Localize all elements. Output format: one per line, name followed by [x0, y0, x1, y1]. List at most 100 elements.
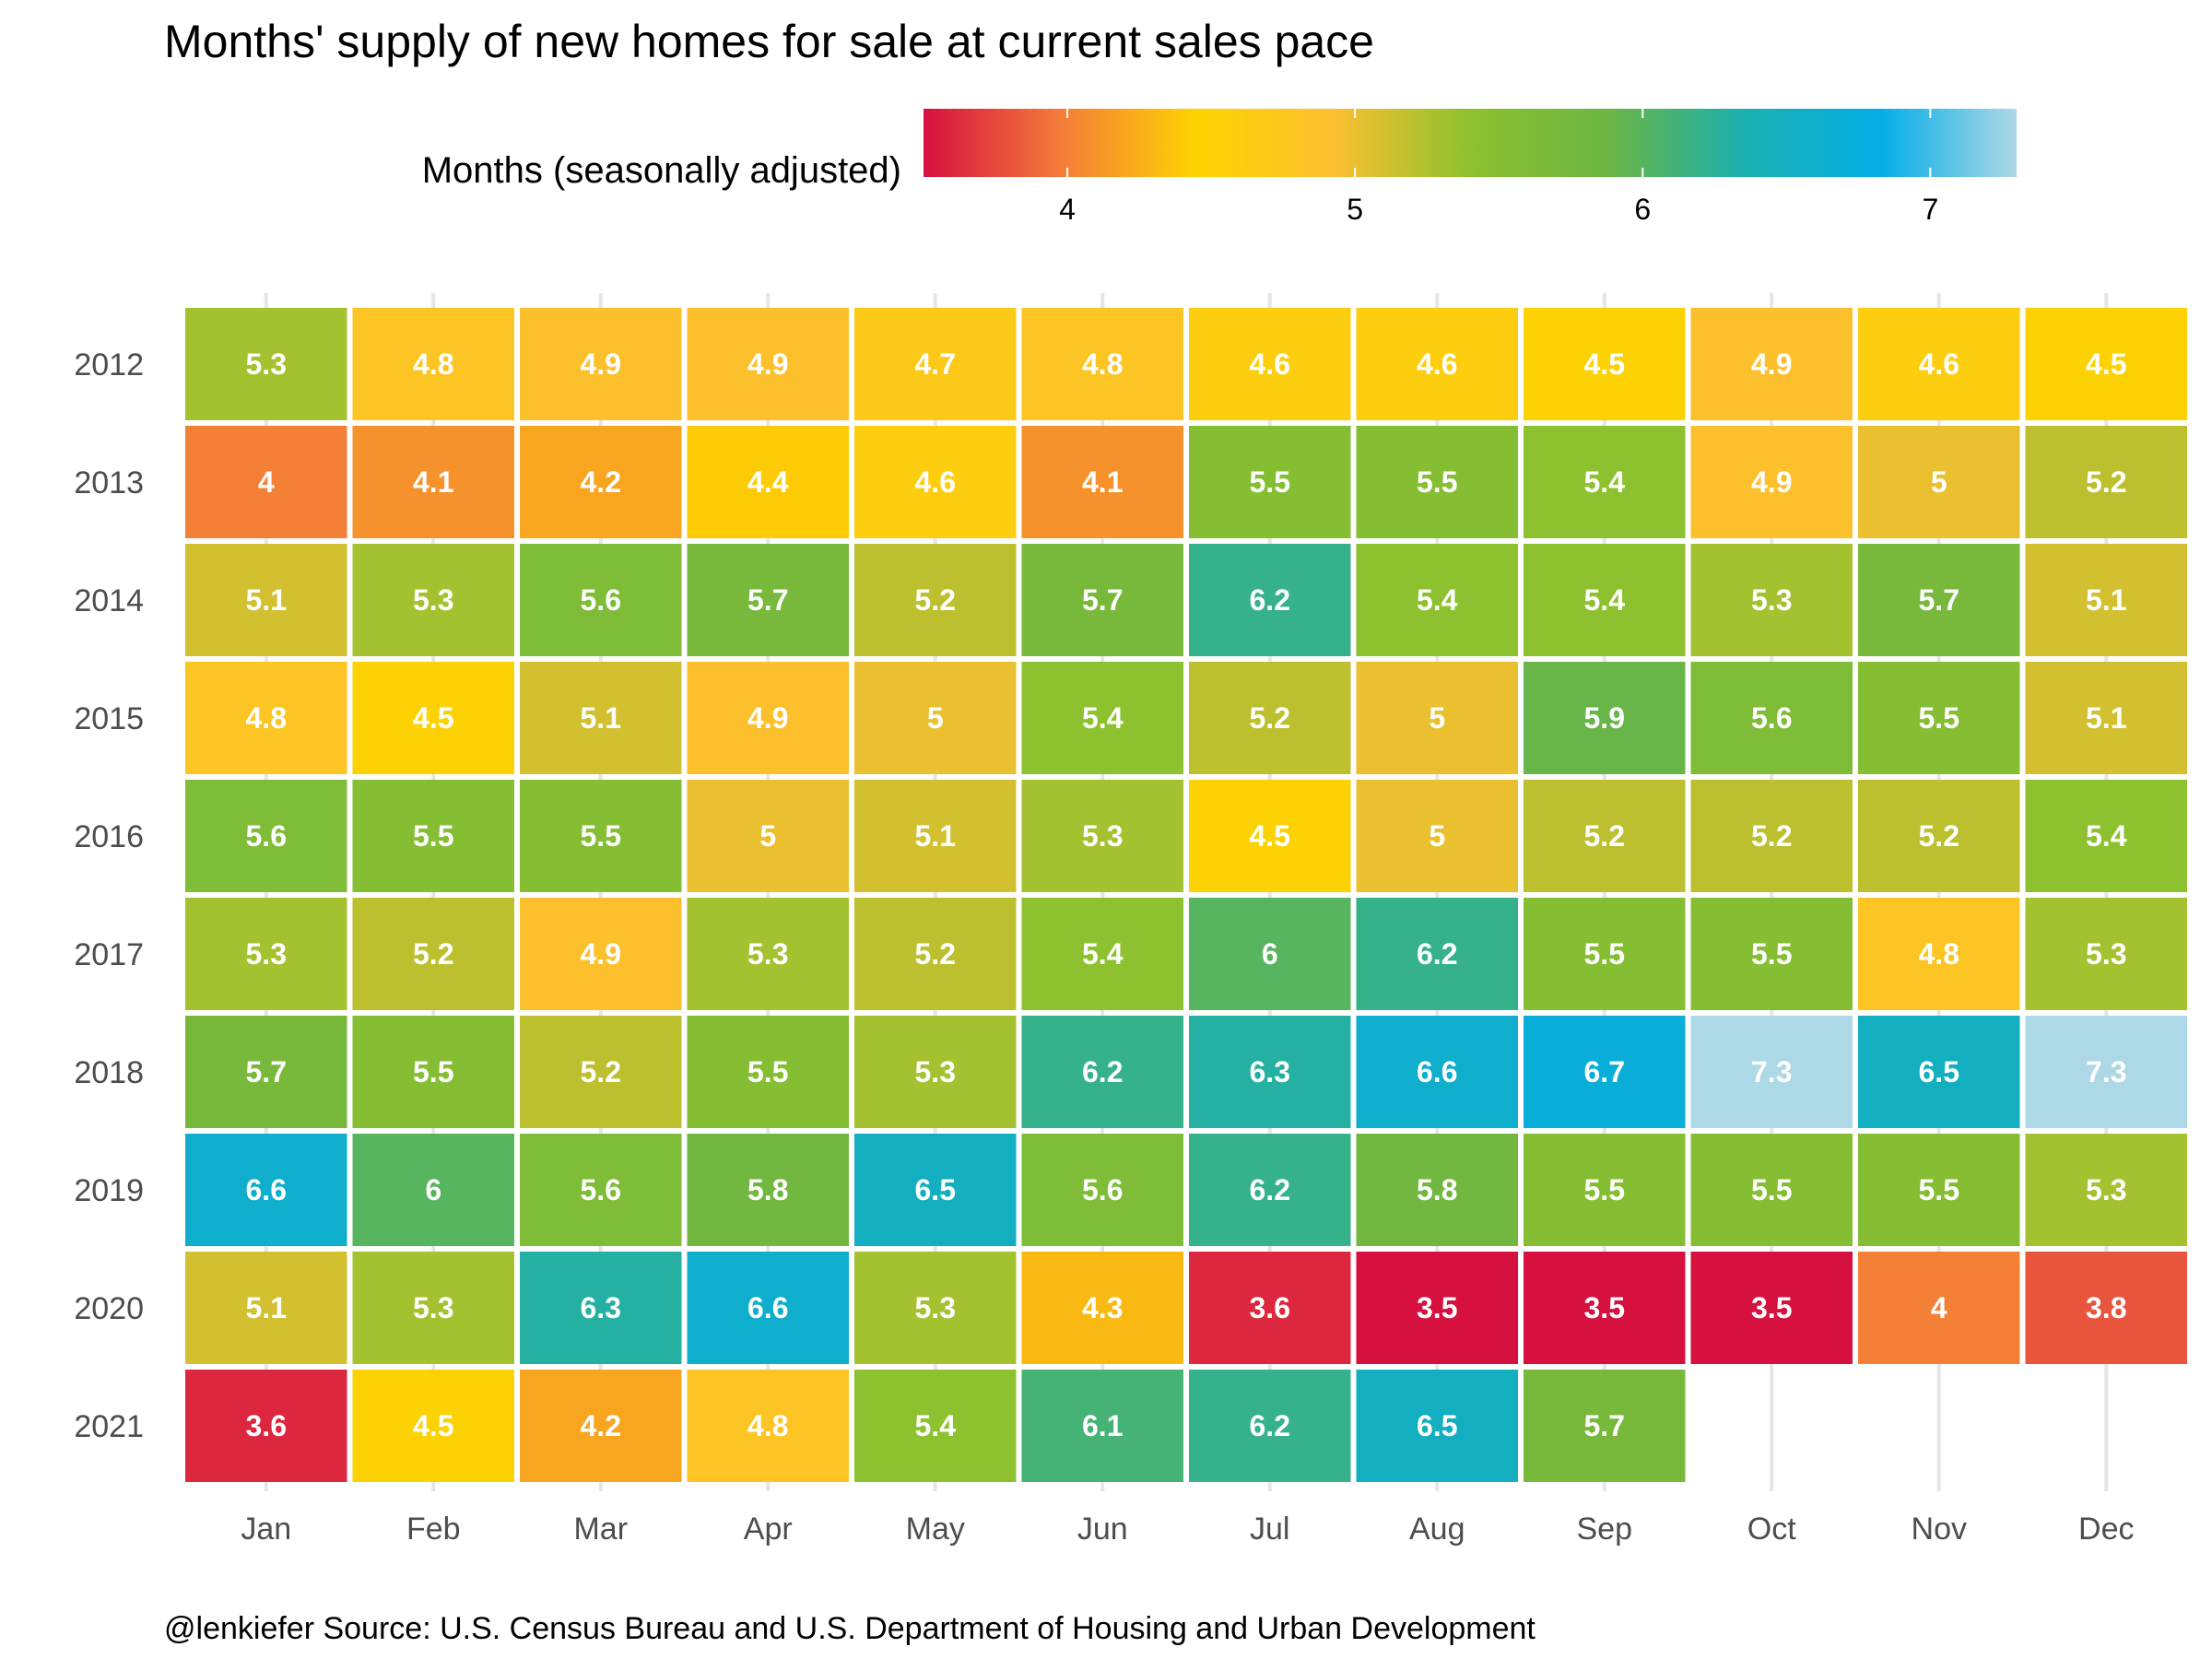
heatmap-cell	[1524, 426, 1686, 538]
cell-value-label: 6.5	[1417, 1409, 1457, 1442]
heatmap-cell	[185, 662, 347, 774]
cell-value-label: 5.2	[581, 1055, 621, 1088]
cell-value-label: 6.6	[1417, 1055, 1457, 1088]
heatmap-cell	[1524, 1252, 1686, 1364]
x-tick-label: Feb	[406, 1512, 461, 1547]
cell-value-label: 5.3	[915, 1291, 956, 1324]
cell-value-label: 4.5	[1584, 347, 1625, 381]
cell-value-label: 5.5	[1751, 1173, 1792, 1206]
cell-value-label: 5.3	[413, 583, 453, 617]
heatmap-cell	[1189, 780, 1351, 892]
heatmap-cell	[520, 1252, 682, 1364]
cell-value-label: 5.6	[1082, 1173, 1123, 1206]
legend-tick-label: 5	[1347, 193, 1363, 226]
cell-value-label: 5.2	[1919, 819, 1959, 853]
cell-value-label: 5.2	[915, 583, 956, 617]
heatmap-cell	[1858, 1134, 2020, 1246]
cell-value-label: 6.2	[1250, 1409, 1290, 1442]
heatmap-cell	[1021, 426, 1183, 538]
heatmap-cell	[2025, 662, 2187, 774]
cell-value-label: 5.4	[1584, 465, 1626, 499]
cell-value-label: 6.2	[1082, 1055, 1123, 1088]
cell-value-label: 6	[425, 1173, 441, 1206]
heatmap-cell	[1524, 308, 1686, 420]
cell-value-label: 5.5	[581, 819, 621, 853]
cell-value-label: 5.1	[2086, 701, 2126, 735]
cell-value-label: 5.2	[413, 937, 453, 971]
heatmap-cell	[352, 1370, 514, 1482]
cell-value-label: 4.8	[1082, 347, 1123, 381]
heatmap-cell	[1858, 662, 2020, 774]
cell-value-label: 4.1	[1082, 465, 1123, 499]
cell-value-label: 5.1	[915, 819, 956, 853]
heatmap-cell	[1356, 1370, 1518, 1482]
heatmap-cell	[185, 1134, 347, 1246]
cell-value-label: 5.2	[915, 937, 956, 971]
cell-value-label: 6	[1262, 937, 1278, 971]
heatmap-cell	[854, 662, 1017, 774]
cell-value-label: 6.2	[1417, 937, 1457, 971]
heatmap-cell	[1858, 898, 2020, 1010]
cell-value-label: 4	[258, 465, 275, 499]
heatmap-cell	[1858, 780, 2020, 892]
legend: Months (seasonally adjusted) 4 5 6 7	[422, 109, 2017, 226]
heatmap-cell	[1356, 662, 1518, 774]
heatmap-cell	[1356, 898, 1518, 1010]
cell-value-label: 5.3	[246, 937, 287, 971]
heatmap-cell	[687, 1016, 849, 1128]
heatmap-cell	[520, 662, 682, 774]
y-tick-label: 2019	[74, 1173, 144, 1208]
cell-value-label: 4.4	[747, 465, 789, 499]
heatmap-cell	[520, 1134, 682, 1246]
cell-value-label: 5.5	[1584, 937, 1625, 971]
cell-value-label: 3.6	[246, 1409, 287, 1442]
heatmap-cell	[687, 898, 849, 1010]
x-tick-label: Dec	[2078, 1512, 2134, 1547]
heatmap-cell	[854, 898, 1017, 1010]
cell-value-label: 6.7	[1584, 1055, 1625, 1088]
cell-value-label: 4.9	[1751, 465, 1792, 499]
x-tick-label: Jun	[1077, 1512, 1128, 1547]
heatmap-cell	[185, 426, 347, 538]
heatmap-cell	[1021, 662, 1183, 774]
heatmap-cell	[1356, 308, 1518, 420]
cell-value-label: 4.8	[413, 347, 453, 381]
cell-value-label: 5.1	[581, 701, 621, 735]
heatmap-cell	[1858, 308, 2020, 420]
cell-value-label: 4.3	[1082, 1291, 1123, 1324]
heatmap-cell	[2025, 544, 2187, 656]
legend-tick-label: 6	[1634, 193, 1651, 226]
heatmap-cell	[520, 426, 682, 538]
heatmap-cell	[2025, 780, 2187, 892]
cell-value-label: 4.5	[413, 701, 453, 735]
heatmap-cell	[185, 780, 347, 892]
y-tick-label: 2015	[74, 701, 144, 736]
legend-colorbar	[924, 109, 2017, 177]
cell-value-label: 3.5	[1584, 1291, 1625, 1324]
heatmap-cell	[2025, 1252, 2187, 1364]
cell-value-label: 6.6	[246, 1173, 287, 1206]
x-axis: Jan Feb Mar Apr May Jun Jul Aug Sep Oct Nov Dec	[241, 1512, 2134, 1547]
heatmap-cell	[352, 898, 514, 1010]
heatmap-cell	[1858, 544, 2020, 656]
cell-value-label: 5	[1429, 819, 1445, 853]
cell-value-label: 6.6	[747, 1291, 788, 1324]
cell-value-label: 5.4	[1584, 583, 1626, 617]
heatmap-cell	[185, 1252, 347, 1364]
heatmap-cell	[687, 1252, 849, 1364]
heatmap-cell	[2025, 308, 2187, 420]
y-tick-label: 2021	[74, 1409, 144, 1444]
heatmap-cell	[854, 544, 1017, 656]
cell-value-label: 4.8	[747, 1409, 788, 1442]
heatmap-cell	[2025, 1134, 2187, 1246]
cell-value-label: 5.7	[1919, 583, 1959, 617]
cell-value-label: 3.6	[1250, 1291, 1290, 1324]
cell-value-label: 6.5	[1919, 1055, 1959, 1088]
heatmap-cell	[1524, 1370, 1686, 1482]
heatmap-cell	[2025, 426, 2187, 538]
cell-value-label: 5.6	[581, 1173, 621, 1206]
heatmap-cell	[185, 1370, 347, 1482]
cell-value-label: 4.6	[915, 465, 956, 499]
heatmap-cell	[520, 544, 682, 656]
